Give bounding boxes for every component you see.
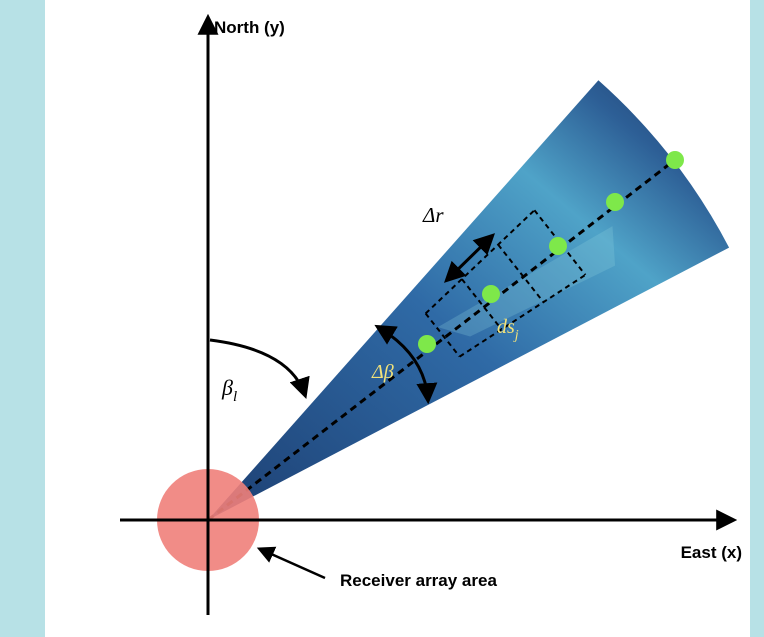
page: North (y) East (x) Receiver array area β…: [0, 0, 764, 637]
delta-beta-label: Δβ: [371, 361, 394, 383]
receiver-label: Receiver array area: [340, 571, 497, 590]
north-label: North (y): [214, 18, 285, 37]
sample-point: [666, 151, 684, 169]
east-label: East (x): [681, 543, 742, 562]
delta-r-label: Δr: [422, 203, 444, 227]
sample-point: [482, 285, 500, 303]
beta-sub: l: [233, 389, 237, 405]
diagram: North (y) East (x) Receiver array area β…: [0, 0, 764, 637]
sample-point: [549, 237, 567, 255]
ds-base: ds: [497, 316, 515, 338]
sample-point: [418, 335, 436, 353]
sample-point: [606, 193, 624, 211]
beta-base: β: [221, 375, 233, 400]
